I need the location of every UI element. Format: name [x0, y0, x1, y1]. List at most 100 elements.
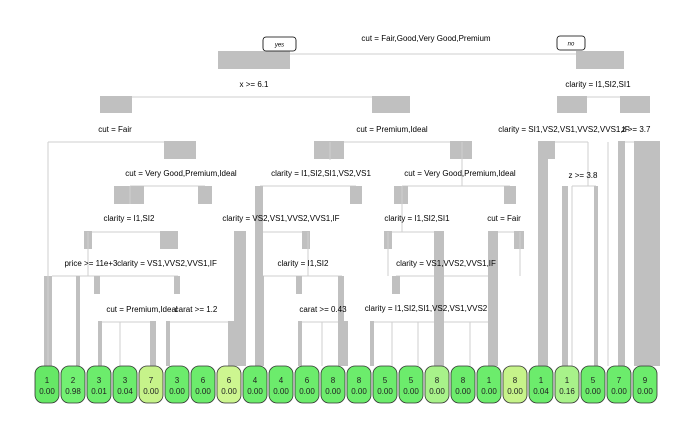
thin-connectors [47, 142, 609, 366]
node-bar [98, 321, 102, 366]
leaf-class: 7 [617, 376, 622, 385]
split-label: clarity = I1,SI2 [278, 259, 329, 268]
split-label: clarity = SI1,VS2,VS1,VVS2,VVS1,IF [498, 125, 630, 134]
node-bar [548, 141, 555, 159]
leaf-value: 0.98 [65, 387, 81, 396]
leaf-node: 50.00 [372, 365, 398, 404]
node-bar [76, 276, 80, 366]
leaf-class: 1 [565, 376, 570, 385]
leaf-node: 10.04 [528, 365, 554, 404]
leaf-node: 60.00 [190, 365, 216, 404]
leaf-class: 4 [253, 376, 258, 385]
split-label: cut = Fair [487, 214, 521, 223]
node-bar [94, 276, 100, 294]
leaf-class: 8 [357, 376, 362, 385]
leaf-class: 8 [435, 376, 440, 385]
leaf-class: 8 [331, 376, 336, 385]
leaf-value: 0.16 [559, 387, 575, 396]
leaf-node: 30.00 [164, 365, 190, 404]
leaf-node: 80.00 [502, 365, 528, 404]
split-label: clarity = VS1,VVS2,VVS1,IF [117, 259, 217, 268]
leaf-value: 0.00 [429, 387, 445, 396]
node-bar [114, 186, 144, 204]
leaf-value: 0.00 [273, 387, 289, 396]
leaf-value: 0.01 [91, 387, 107, 396]
leaf-box [86, 365, 112, 404]
leaf-class: 9 [643, 376, 648, 385]
node-bar [228, 321, 234, 366]
leaf-class: 5 [409, 376, 414, 385]
leaf-box [424, 365, 450, 404]
leaf-node: 70.00 [606, 365, 632, 404]
leaf-class: 1 [45, 376, 50, 385]
leaf-value: 0.00 [611, 387, 627, 396]
leaf-box [164, 365, 190, 404]
leaf-class: 1 [539, 376, 544, 385]
leaf-box [606, 365, 632, 404]
node-bar [494, 321, 498, 366]
leaf-class: 8 [513, 376, 518, 385]
leaf-value: 0.00 [507, 387, 523, 396]
node-bar [562, 186, 568, 366]
leaf-box [476, 365, 502, 404]
node-bar [314, 141, 344, 159]
node-bar [350, 186, 362, 204]
leaf-node: 50.00 [398, 365, 424, 404]
leaf-node: 80.00 [450, 365, 476, 404]
node-bar [540, 276, 546, 366]
leaf-box [398, 365, 424, 404]
node-bar [302, 231, 310, 249]
leaf-box [528, 365, 554, 404]
split-label: cut = Very Good,Premium,Ideal [404, 169, 516, 178]
node-bar [338, 276, 344, 366]
leaf-value: 0.00 [403, 387, 419, 396]
leaf-value: 0.00 [377, 387, 393, 396]
split-label: cut = Very Good,Premium,Ideal [125, 169, 237, 178]
leaf-value: 0.00 [637, 387, 653, 396]
node-bar [150, 321, 156, 366]
split-label: clarity = I1,SI2,SI1 [384, 214, 450, 223]
node-bar [298, 321, 302, 366]
node-bar [450, 141, 472, 159]
split-label: price >= 11e+3 [64, 259, 118, 268]
leaf-box [60, 365, 86, 404]
node-bar [504, 186, 516, 204]
node-bar [344, 321, 348, 366]
leaf-box [294, 365, 320, 404]
yes-tag: yes [262, 36, 297, 52]
leaf-box [372, 365, 398, 404]
leaf-box [502, 365, 528, 404]
leaf-node: 10.16 [554, 365, 580, 404]
split-label: z >= 3.8 [569, 171, 598, 180]
node-bar [160, 231, 178, 249]
leaf-class: 1 [487, 376, 492, 385]
leaf-box [320, 365, 346, 404]
split-label: x >= 6.1 [240, 80, 269, 89]
node-stems [44, 51, 660, 366]
split-label: clarity = I1,SI2,SI1,VS2,VS1 [271, 169, 371, 178]
split-label: cut = Fair [98, 125, 132, 134]
leaf-class: 7 [149, 376, 154, 385]
node-bar [488, 276, 496, 366]
leaf-class: 4 [279, 376, 284, 385]
leaf-node: 10.00 [34, 365, 60, 404]
leaf-node: 50.00 [580, 365, 606, 404]
node-bar [166, 321, 170, 366]
node-bar [198, 186, 212, 204]
leaf-box [450, 365, 476, 404]
node-bar [174, 276, 180, 294]
node-bar [370, 321, 374, 366]
leaf-node: 90.00 [632, 365, 658, 404]
split-label: carat >= 1.2 [175, 305, 218, 314]
no-tag: no [556, 35, 586, 51]
no-label: no [568, 42, 575, 48]
leaf-value: 0.00 [195, 387, 211, 396]
split-label: clarity = I1,SI2 [104, 214, 155, 223]
leaf-node: 80.00 [424, 365, 450, 404]
split-label: z >= 3.7 [622, 125, 651, 134]
node-bar [394, 186, 408, 204]
split-label: cut = Fair,Good,Very Good,Premium [361, 34, 491, 43]
leaf-node: 60.00 [216, 365, 242, 404]
node-bar [557, 96, 587, 113]
